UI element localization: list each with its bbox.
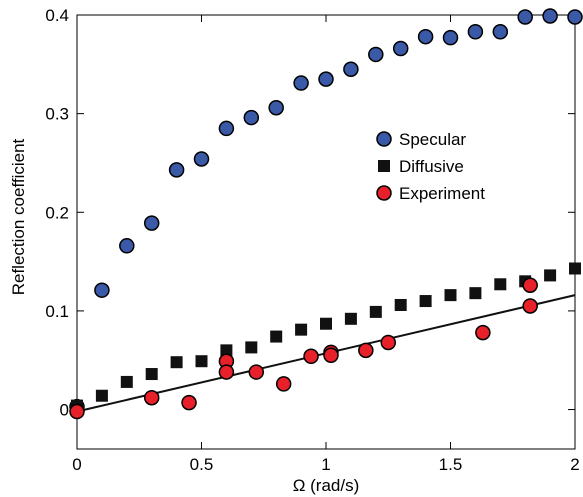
point-diffusive xyxy=(245,341,258,354)
x-tick-label: 0 xyxy=(72,455,81,474)
point-diffusive xyxy=(394,298,407,311)
point-diffusive xyxy=(120,375,133,388)
point-diffusive xyxy=(419,295,432,308)
legend-label-specular: Specular xyxy=(399,130,466,149)
point-specular xyxy=(193,151,210,167)
point-specular xyxy=(94,282,110,298)
point-experiment xyxy=(358,342,374,359)
x-tick-label: 0.5 xyxy=(190,455,214,474)
point-specular xyxy=(467,24,484,40)
point-specular xyxy=(442,29,459,46)
legend-marker-experiment xyxy=(376,185,392,201)
y-tick-label: 0.3 xyxy=(45,105,69,124)
point-diffusive xyxy=(195,355,208,368)
point-experiment xyxy=(323,347,339,364)
point-experiment xyxy=(69,403,85,420)
point-diffusive xyxy=(444,289,457,302)
point-experiment xyxy=(522,277,538,294)
y-tick-label: 0.2 xyxy=(45,203,69,222)
y-tick-label: 0 xyxy=(60,401,69,420)
point-diffusive xyxy=(494,278,507,291)
point-specular xyxy=(392,40,409,57)
data-points xyxy=(69,8,583,420)
point-experiment xyxy=(522,298,538,314)
point-diffusive xyxy=(369,305,382,318)
point-specular xyxy=(218,120,235,137)
point-experiment xyxy=(218,364,235,380)
point-experiment xyxy=(181,394,197,411)
point-diffusive xyxy=(220,344,233,357)
point-diffusive xyxy=(544,269,557,282)
point-specular xyxy=(343,61,359,77)
point-specular xyxy=(318,71,334,87)
point-diffusive xyxy=(170,356,183,369)
point-specular xyxy=(268,99,284,116)
legend-marker-diffusive xyxy=(378,160,390,172)
x-axis-label: Ω (rad/s) xyxy=(293,476,360,495)
x-tick-label: 2 xyxy=(570,455,579,474)
point-experiment xyxy=(143,389,160,406)
point-experiment xyxy=(275,376,292,392)
y-axis-label: Reflection coefficient xyxy=(9,138,28,295)
point-specular xyxy=(567,9,583,25)
y-tick-label: 0.4 xyxy=(45,6,69,25)
legend-label-diffusive: Diffusive xyxy=(399,157,464,176)
point-specular xyxy=(417,28,434,45)
legend-marker-specular xyxy=(376,131,392,147)
x-tick-label: 1.5 xyxy=(439,455,463,474)
point-diffusive xyxy=(95,389,108,402)
point-diffusive xyxy=(320,317,332,330)
x-tick-label: 1 xyxy=(321,455,330,474)
point-specular xyxy=(143,215,160,231)
point-diffusive xyxy=(469,287,482,300)
point-specular xyxy=(119,238,135,254)
point-experiment xyxy=(475,324,491,341)
point-specular xyxy=(168,162,185,178)
point-diffusive xyxy=(145,368,158,381)
point-experiment xyxy=(380,334,396,351)
legend-label-experiment: Experiment xyxy=(399,184,485,203)
point-diffusive xyxy=(270,330,283,343)
point-specular xyxy=(293,75,309,91)
point-specular xyxy=(368,46,384,63)
point-experiment xyxy=(303,348,319,365)
point-specular xyxy=(517,9,533,25)
tick-labels: 0 0.5 1 1.5 2 0 0.1 0.2 0.3 0.4 xyxy=(45,6,579,474)
legend: Specular Diffusive Experiment xyxy=(376,130,485,203)
point-diffusive xyxy=(295,323,308,336)
point-specular xyxy=(542,8,558,24)
point-diffusive xyxy=(569,262,581,275)
y-tick-label: 0.1 xyxy=(45,302,69,321)
plot-area xyxy=(76,14,576,450)
point-specular xyxy=(492,24,509,40)
point-specular xyxy=(243,109,260,126)
point-experiment xyxy=(248,364,265,380)
point-diffusive xyxy=(344,312,357,325)
